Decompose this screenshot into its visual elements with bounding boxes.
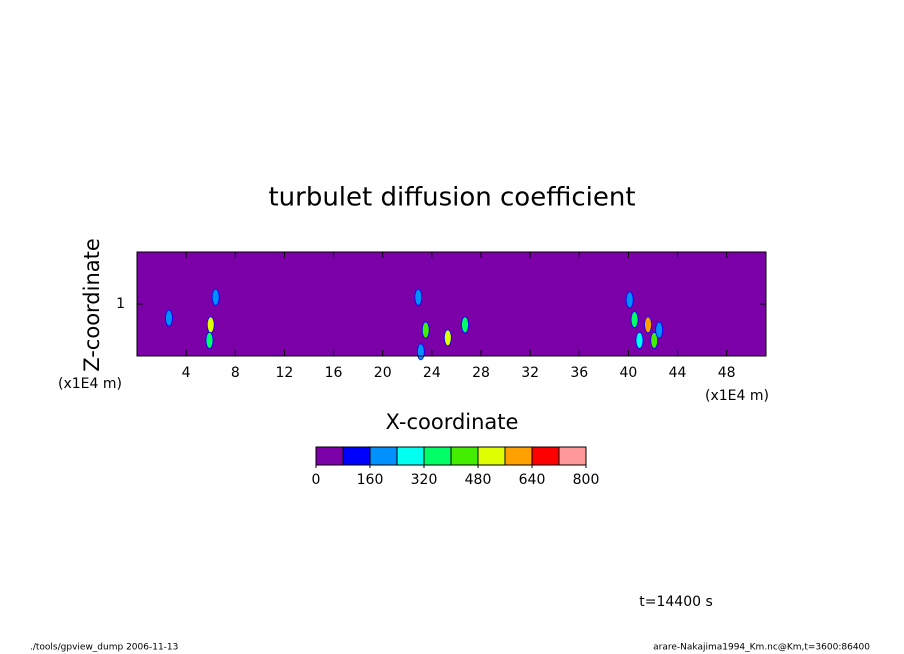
x-axis-label: X-coordinate	[386, 410, 519, 434]
x-tick-label: 28	[472, 365, 490, 381]
contour-blob	[421, 321, 430, 339]
chart-title: turbulet diffusion coefficient	[268, 183, 635, 213]
colorbar-cell	[315, 446, 344, 466]
colorbar-cell	[450, 446, 479, 466]
contour-blob	[625, 291, 634, 309]
contour-blob	[635, 331, 644, 349]
x-tick-label: 32	[521, 365, 539, 381]
x-tick-label: 24	[423, 365, 441, 381]
contour-blob	[655, 321, 664, 339]
contour-blob	[461, 316, 469, 334]
contour-blob	[443, 329, 452, 347]
x-tick-label: 48	[718, 365, 736, 381]
x-tick-label: 36	[570, 365, 588, 381]
colorbar-label: 640	[519, 472, 546, 488]
x-tick-label: 16	[325, 365, 343, 381]
colorbar-cell	[477, 446, 506, 466]
x-unit: (x1E4 m)	[705, 388, 769, 404]
colorbar-cell	[396, 446, 425, 466]
contour-blob	[416, 343, 425, 361]
contour-blob	[650, 331, 659, 349]
colorbar-cell	[369, 446, 398, 466]
y-axis-label: Z-coordinate	[80, 238, 104, 372]
colorbar-cell	[531, 446, 560, 466]
contour-blob	[644, 316, 652, 334]
x-tick-label: 8	[231, 365, 240, 381]
contour-blob	[165, 309, 173, 327]
x-tick-label: 12	[276, 365, 294, 381]
contour-blob	[206, 316, 215, 334]
colorbar-label: 480	[465, 472, 492, 488]
colorbar-label: 320	[411, 472, 438, 488]
footer-left: ./tools/gpview_dump 2006-11-13	[30, 643, 178, 653]
y-unit: (x1E4 m)	[58, 376, 122, 392]
colorbar-label: 800	[573, 472, 600, 488]
x-tick-label: 40	[619, 365, 637, 381]
colorbar-cell	[504, 446, 533, 466]
x-tick-label: 44	[669, 365, 687, 381]
contour-blob	[211, 288, 220, 306]
colorbar-cell	[558, 446, 587, 466]
time-annotation: t=14400 s	[639, 594, 713, 610]
colorbar-label: 0	[312, 472, 321, 488]
contour-blob	[630, 311, 639, 329]
colorbar-label: 160	[357, 472, 384, 488]
footer-right: arare-Nakajima1994_Km.nc@Km,t=3600:86400	[653, 643, 870, 653]
x-tick-label: 4	[182, 365, 191, 381]
colorbar-cell	[342, 446, 371, 466]
colorbar-cell	[423, 446, 452, 466]
contour-blob	[414, 288, 423, 306]
x-tick-label: 20	[374, 365, 392, 381]
y-tick-label: 1	[116, 296, 125, 312]
contour-blob	[205, 331, 214, 349]
